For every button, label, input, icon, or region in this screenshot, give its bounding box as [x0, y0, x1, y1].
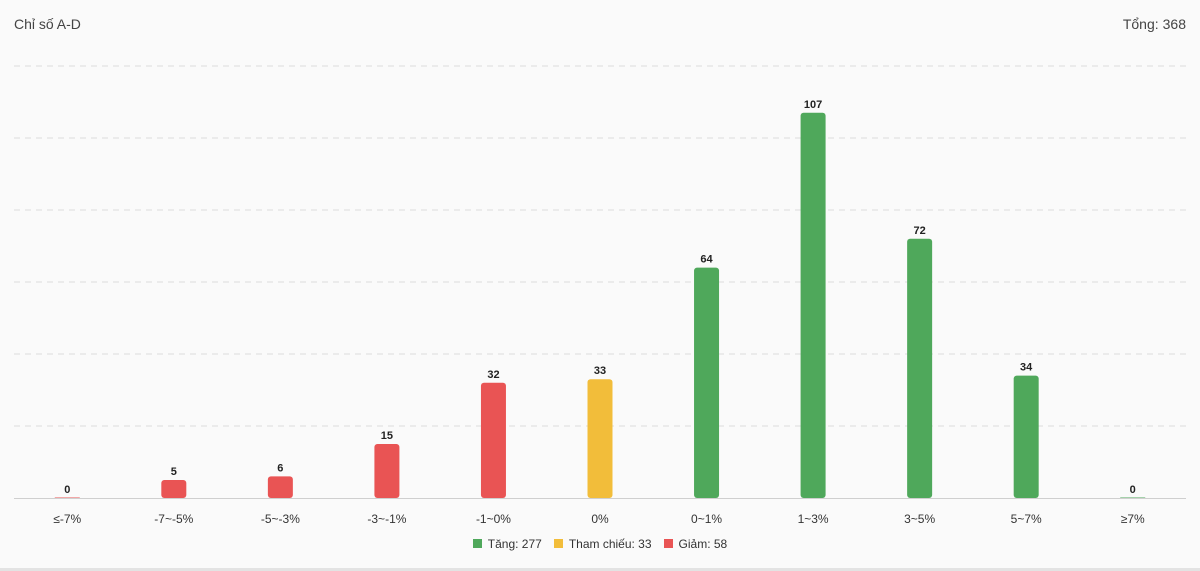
- x-tick-label: ≥7%: [1121, 512, 1145, 526]
- chart-legend: Tăng: 277 Tham chiếu: 33 Giảm: 58: [0, 537, 1200, 551]
- data-label: 0: [1130, 484, 1136, 496]
- data-label: 107: [804, 99, 822, 111]
- legend-swatch: [472, 539, 482, 548]
- bar[interactable]: [54, 497, 80, 498]
- data-label: 0: [64, 484, 70, 496]
- data-label: 72: [914, 225, 926, 237]
- bar[interactable]: [267, 476, 293, 498]
- bar[interactable]: [161, 480, 187, 498]
- x-tick-label: 5~7%: [1011, 512, 1042, 526]
- total-value: 368: [1162, 16, 1186, 32]
- x-tick-label: -5~-3%: [261, 512, 300, 526]
- legend-swatch: [553, 539, 563, 548]
- data-label: 64: [700, 254, 713, 266]
- x-tick-label: -3~-1%: [367, 512, 406, 526]
- data-label: 33: [594, 365, 606, 377]
- legend-swatch: [663, 539, 673, 548]
- x-tick-label: -7~-5%: [154, 512, 193, 526]
- bar[interactable]: [480, 382, 506, 498]
- bar[interactable]: [587, 379, 613, 498]
- x-tick-label: 0~1%: [691, 512, 722, 526]
- data-label: 6: [277, 462, 283, 474]
- bar[interactable]: [907, 238, 933, 499]
- data-label: 15: [381, 430, 393, 442]
- legend-item-ref[interactable]: Tham chiếu: 33: [553, 537, 652, 551]
- x-tick-label: -1~0%: [476, 512, 511, 526]
- data-label: 5: [171, 466, 177, 478]
- legend-label: Tham chiếu: 33: [568, 537, 652, 551]
- bar[interactable]: [694, 267, 720, 498]
- bar[interactable]: [800, 112, 826, 499]
- x-tick-label: 0%: [591, 512, 609, 526]
- chart-title: Chỉ số A-D: [14, 16, 81, 32]
- x-tick-label: ≤-7%: [53, 512, 81, 526]
- legend-item-down[interactable]: Giảm: 58: [663, 537, 728, 551]
- legend-item-up[interactable]: Tăng: 277: [472, 537, 542, 551]
- total-label: Tổng:: [1122, 16, 1159, 32]
- total-count: Tổng: 368: [1123, 16, 1186, 32]
- bar[interactable]: [1120, 497, 1146, 498]
- data-label: 34: [1020, 362, 1033, 374]
- bar[interactable]: [1013, 375, 1039, 498]
- x-tick-label: 1~3%: [798, 512, 829, 526]
- legend-label: Tăng: 277: [487, 537, 542, 551]
- legend-label: Giảm: 58: [678, 537, 728, 551]
- x-tick-label: 3~5%: [904, 512, 935, 526]
- bar[interactable]: [374, 444, 400, 498]
- data-label: 32: [487, 369, 499, 381]
- bar-chart: 0 ≤-7% 5 -7~-5% 6 -5~-3% 15 -3~-1% 32 -1~0% 33 0% 64…: [14, 65, 1186, 526]
